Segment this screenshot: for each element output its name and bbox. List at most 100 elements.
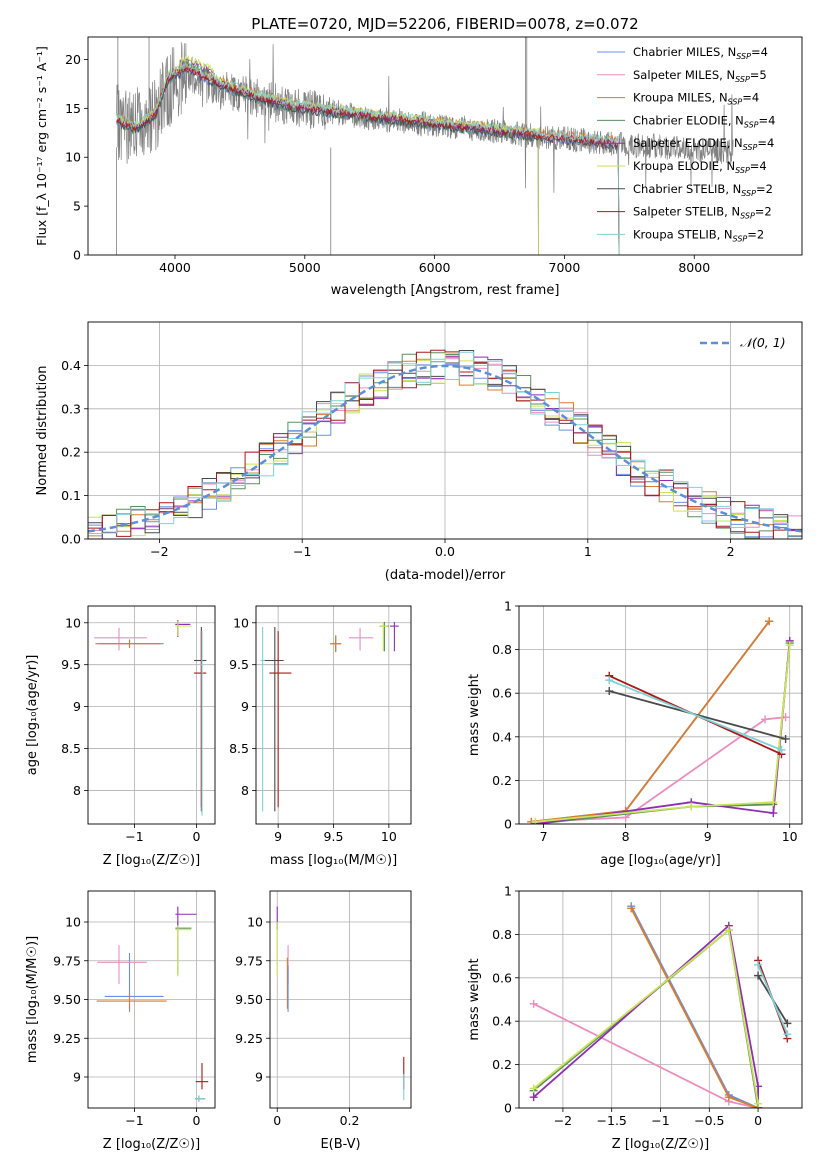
legend-entry-kroupa_miles: Kroupa MILES, NSSP=4 — [633, 91, 759, 107]
weight-line-chabrier_elodie — [535, 643, 791, 824]
residuals-xtick-label: 1 — [584, 544, 592, 559]
weight-line-chabrier_miles — [630, 905, 759, 1108]
residuals-ytick-label: 0.4 — [61, 358, 81, 373]
age_vs_weight-ytick-label: 0.6 — [492, 686, 512, 701]
age_vs_weight-ylabel: mass weight — [467, 674, 482, 756]
Z_vs_weight-xtick-label: −1 — [651, 1113, 669, 1128]
ebv_vs_mass-frame — [269, 890, 412, 1109]
legend-entry-suffix: =4 — [750, 159, 767, 173]
weight-line-chabrier_miles — [531, 620, 770, 823]
Z_vs_weight-xtick-label: −2 — [554, 1113, 572, 1128]
ebv_vs_mass-plot-area — [276, 906, 405, 1101]
legend-entry-sub: SSP — [736, 52, 751, 61]
Z_vs_mass-ytick-label: 10 — [65, 915, 81, 930]
mass_vs_age-ytick-label: 8 — [241, 783, 249, 798]
age_vs_weight-xtick-label: 8 — [622, 829, 630, 844]
Z_vs_mass-axes: −1 0 9 9.25 9.50 9.75 10 — [53, 891, 215, 1128]
Z_vs_mass-ylabel: mass [log₁₀(M/M☉)] — [25, 936, 40, 1063]
Z_vs_age-plot-area — [94, 620, 207, 816]
Z_vs_weight-ytick-label: 0 — [504, 1101, 512, 1116]
residuals-ylabel: Normed distribution — [35, 366, 50, 496]
residuals-ytick-label: 0.1 — [61, 488, 81, 503]
residuals-ytick-label: 0.3 — [61, 401, 81, 416]
weight-marker-kroupa_stelib — [605, 676, 614, 685]
Z_vs_weight-xlabel: Z [log₁₀(Z/Z☉)] — [612, 1137, 709, 1152]
ebv_vs_mass-axes: 0 0.2 9 9.25 9.50 9.75 10 — [235, 891, 411, 1128]
spectrum-plot-area — [116, 37, 734, 255]
spectrum-xlabel: wavelength [Angstrom, rest frame] — [331, 283, 560, 298]
legend-entry-text: Kroupa ELODIE, N — [633, 159, 735, 173]
Z_vs_weight-ytick-label: 0.6 — [492, 970, 512, 985]
spectrum-model-chabrier_miles — [116, 66, 620, 255]
legend-entry-text: Chabrier ELODIE, N — [633, 113, 744, 127]
Z_vs_age-ylabel: age [log₁₀(age/yr)] — [25, 655, 40, 776]
legend-entry-text: Salpeter MILES, N — [633, 68, 735, 82]
Z_vs_age-xlabel: Z [log₁₀(Z/Z☉)] — [103, 853, 200, 868]
Z_vs_weight-ytick-label: 1 — [504, 884, 512, 899]
residuals-plot-area — [88, 349, 802, 539]
legend-entry-suffix: =4 — [751, 45, 768, 59]
weight-line-salpeter_elodie — [533, 923, 759, 1108]
spectrum-xtick-label: 8000 — [678, 260, 710, 275]
weight-marker-kroupa_miles — [765, 617, 774, 626]
Z_vs_mass-xtick-label: −1 — [125, 1113, 143, 1128]
ebv_vs_mass-ytick-label: 10 — [247, 915, 263, 930]
weight-line-kroupa_miles — [531, 620, 770, 823]
residual-hist-salpeter_stelib — [88, 349, 802, 539]
weight-marker-chabrier_stelib — [783, 1019, 792, 1028]
Z_vs_mass-xlabel: Z [log₁₀(Z/Z☉)] — [103, 1137, 200, 1152]
weight-line-kroupa_stelib — [608, 679, 782, 751]
age_vs_weight-axes: 7 8 9 10 0 0.2 0.4 0.6 0.8 1 — [492, 599, 802, 844]
residuals-xtick-label: 0.0 — [435, 544, 455, 559]
legend-entry-text: Chabrier STELIB, N — [633, 182, 741, 196]
legend-entry-text: Salpeter STELIB, N — [633, 205, 740, 219]
Z_vs_weight-xtick-label: 0 — [754, 1113, 762, 1128]
legend-entry-chabrier_miles: Chabrier MILES, NSSP=4 — [633, 45, 768, 61]
ebv_vs_mass-ytick-label: 9.75 — [235, 953, 263, 968]
Z_vs_mass-ytick-label: 9.25 — [53, 1031, 81, 1046]
figure-title: PLATE=0720, MJD=52206, FIBERID=0078, z=0… — [251, 15, 638, 33]
legend-entry-text: Kroupa STELIB, N — [633, 227, 733, 241]
legend-entry-text: Salpeter ELODIE, N — [633, 136, 743, 150]
legend-entry-suffix: =2 — [756, 182, 773, 196]
legend-entry-suffix: =4 — [757, 136, 774, 150]
weight-marker-salpeter_miles — [761, 715, 770, 724]
legend-entry-suffix: =4 — [742, 91, 759, 105]
Z_vs_weight-ytick-label: 0.8 — [492, 927, 512, 942]
Z_vs_age-ytick-label: 9 — [73, 699, 81, 714]
legend-entry-sub: SSP — [733, 234, 748, 243]
weight-line-kroupa_miles — [630, 907, 759, 1108]
weight-line-salpeter_miles — [533, 1002, 759, 1108]
spectrum-ytick-label: 0 — [73, 248, 81, 263]
Z_vs_weight-xtick-label: −1.5 — [597, 1113, 627, 1128]
residuals-frame — [87, 321, 803, 540]
weight-line-salpeter_elodie — [535, 640, 791, 824]
Z_vs_mass-ytick-label: 9 — [73, 1070, 81, 1085]
legend-entry-chabrier_stelib: Chabrier STELIB, NSSP=2 — [633, 182, 773, 198]
Z_vs_mass-frame — [87, 890, 216, 1109]
legend-entry-chabrier_elodie: Chabrier ELODIE, NSSP=4 — [633, 113, 775, 129]
mass_vs_age-xlabel: mass [log₁₀(M/M☉)] — [270, 853, 397, 868]
spectrum-model-kroupa_elodie — [116, 54, 539, 255]
legend-entry-salpeter_elodie: Salpeter ELODIE, NSSP=4 — [633, 136, 774, 152]
ebv_vs_mass-ytick-label: 9.25 — [235, 1031, 263, 1046]
spectrum-model-salpeter_miles — [116, 64, 620, 255]
age_vs_weight-xtick-label: 7 — [540, 829, 548, 844]
age_vs_weight-ytick-label: 0 — [504, 817, 512, 832]
legend-entry-normal: 𝒩(0, 1) — [740, 335, 786, 350]
age_vs_weight-frame — [518, 605, 803, 825]
legend-entry-salpeter_miles: Salpeter MILES, NSSP=5 — [633, 68, 767, 84]
age_vs_weight-ytick-label: 1 — [504, 599, 512, 614]
spectrum-model-kroupa_stelib — [116, 62, 620, 255]
spectrum-model-chabrier_elodie — [116, 58, 539, 255]
spectrum-ytick-label: 15 — [65, 101, 81, 116]
weight-line-chabrier_elodie — [533, 928, 759, 1108]
legend-entry-suffix: =2 — [747, 227, 764, 241]
spectrum-ytick-label: 5 — [73, 199, 81, 214]
weight-line-kroupa_elodie — [535, 645, 791, 823]
ebv_vs_mass-ytick-label: 9 — [255, 1070, 263, 1085]
legend-entry-text: Chabrier MILES, N — [633, 45, 736, 59]
age_vs_weight-xtick-label: 9 — [704, 829, 712, 844]
spectrum-ylabel: Flux [f_λ 10⁻¹⁷ erg cm⁻² s⁻¹ A⁻¹] — [34, 46, 49, 246]
